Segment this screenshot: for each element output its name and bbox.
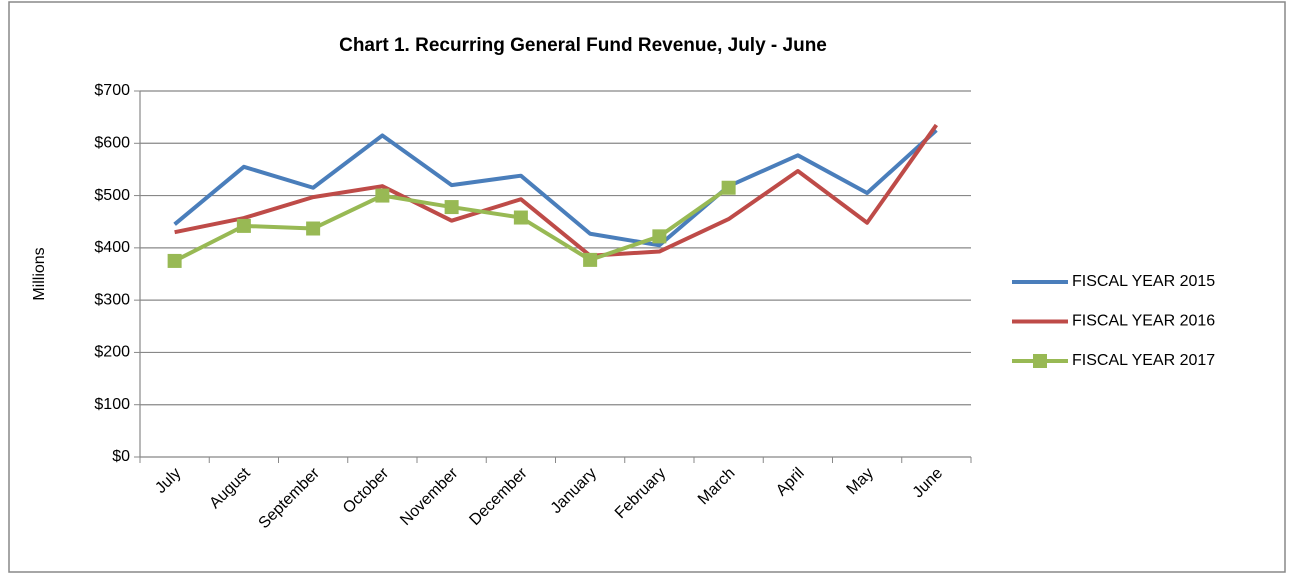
y-tick-label: $100 [94,396,130,413]
chart-frame [8,1,1286,573]
point-marker [652,229,667,244]
point-marker [167,253,182,268]
legend-label: FISCAL YEAR 2016 [1072,313,1215,330]
point-marker [444,200,459,215]
y-tick-label: $300 [94,291,130,308]
y-tick-label: $500 [94,187,130,204]
legend-label: FISCAL YEAR 2017 [1072,352,1215,369]
point-marker [375,188,390,203]
y-tick-label: $200 [94,344,130,361]
point-marker [721,180,736,195]
point-marker [236,218,251,233]
chart-title: Chart 1. Recurring General Fund Revenue,… [339,35,827,56]
y-axis-title: Millions [31,247,48,300]
y-tick-label: $400 [94,239,130,256]
legend-marker [1033,354,1047,368]
y-tick-label: $600 [94,135,130,152]
y-tick-label: $700 [94,82,130,99]
point-marker [513,210,528,225]
series-line [174,123,939,258]
legend-label: FISCAL YEAR 2015 [1072,273,1215,290]
point-marker [306,221,321,236]
point-marker [583,252,598,267]
y-tick-label: $0 [112,448,130,465]
series-line [173,128,938,248]
